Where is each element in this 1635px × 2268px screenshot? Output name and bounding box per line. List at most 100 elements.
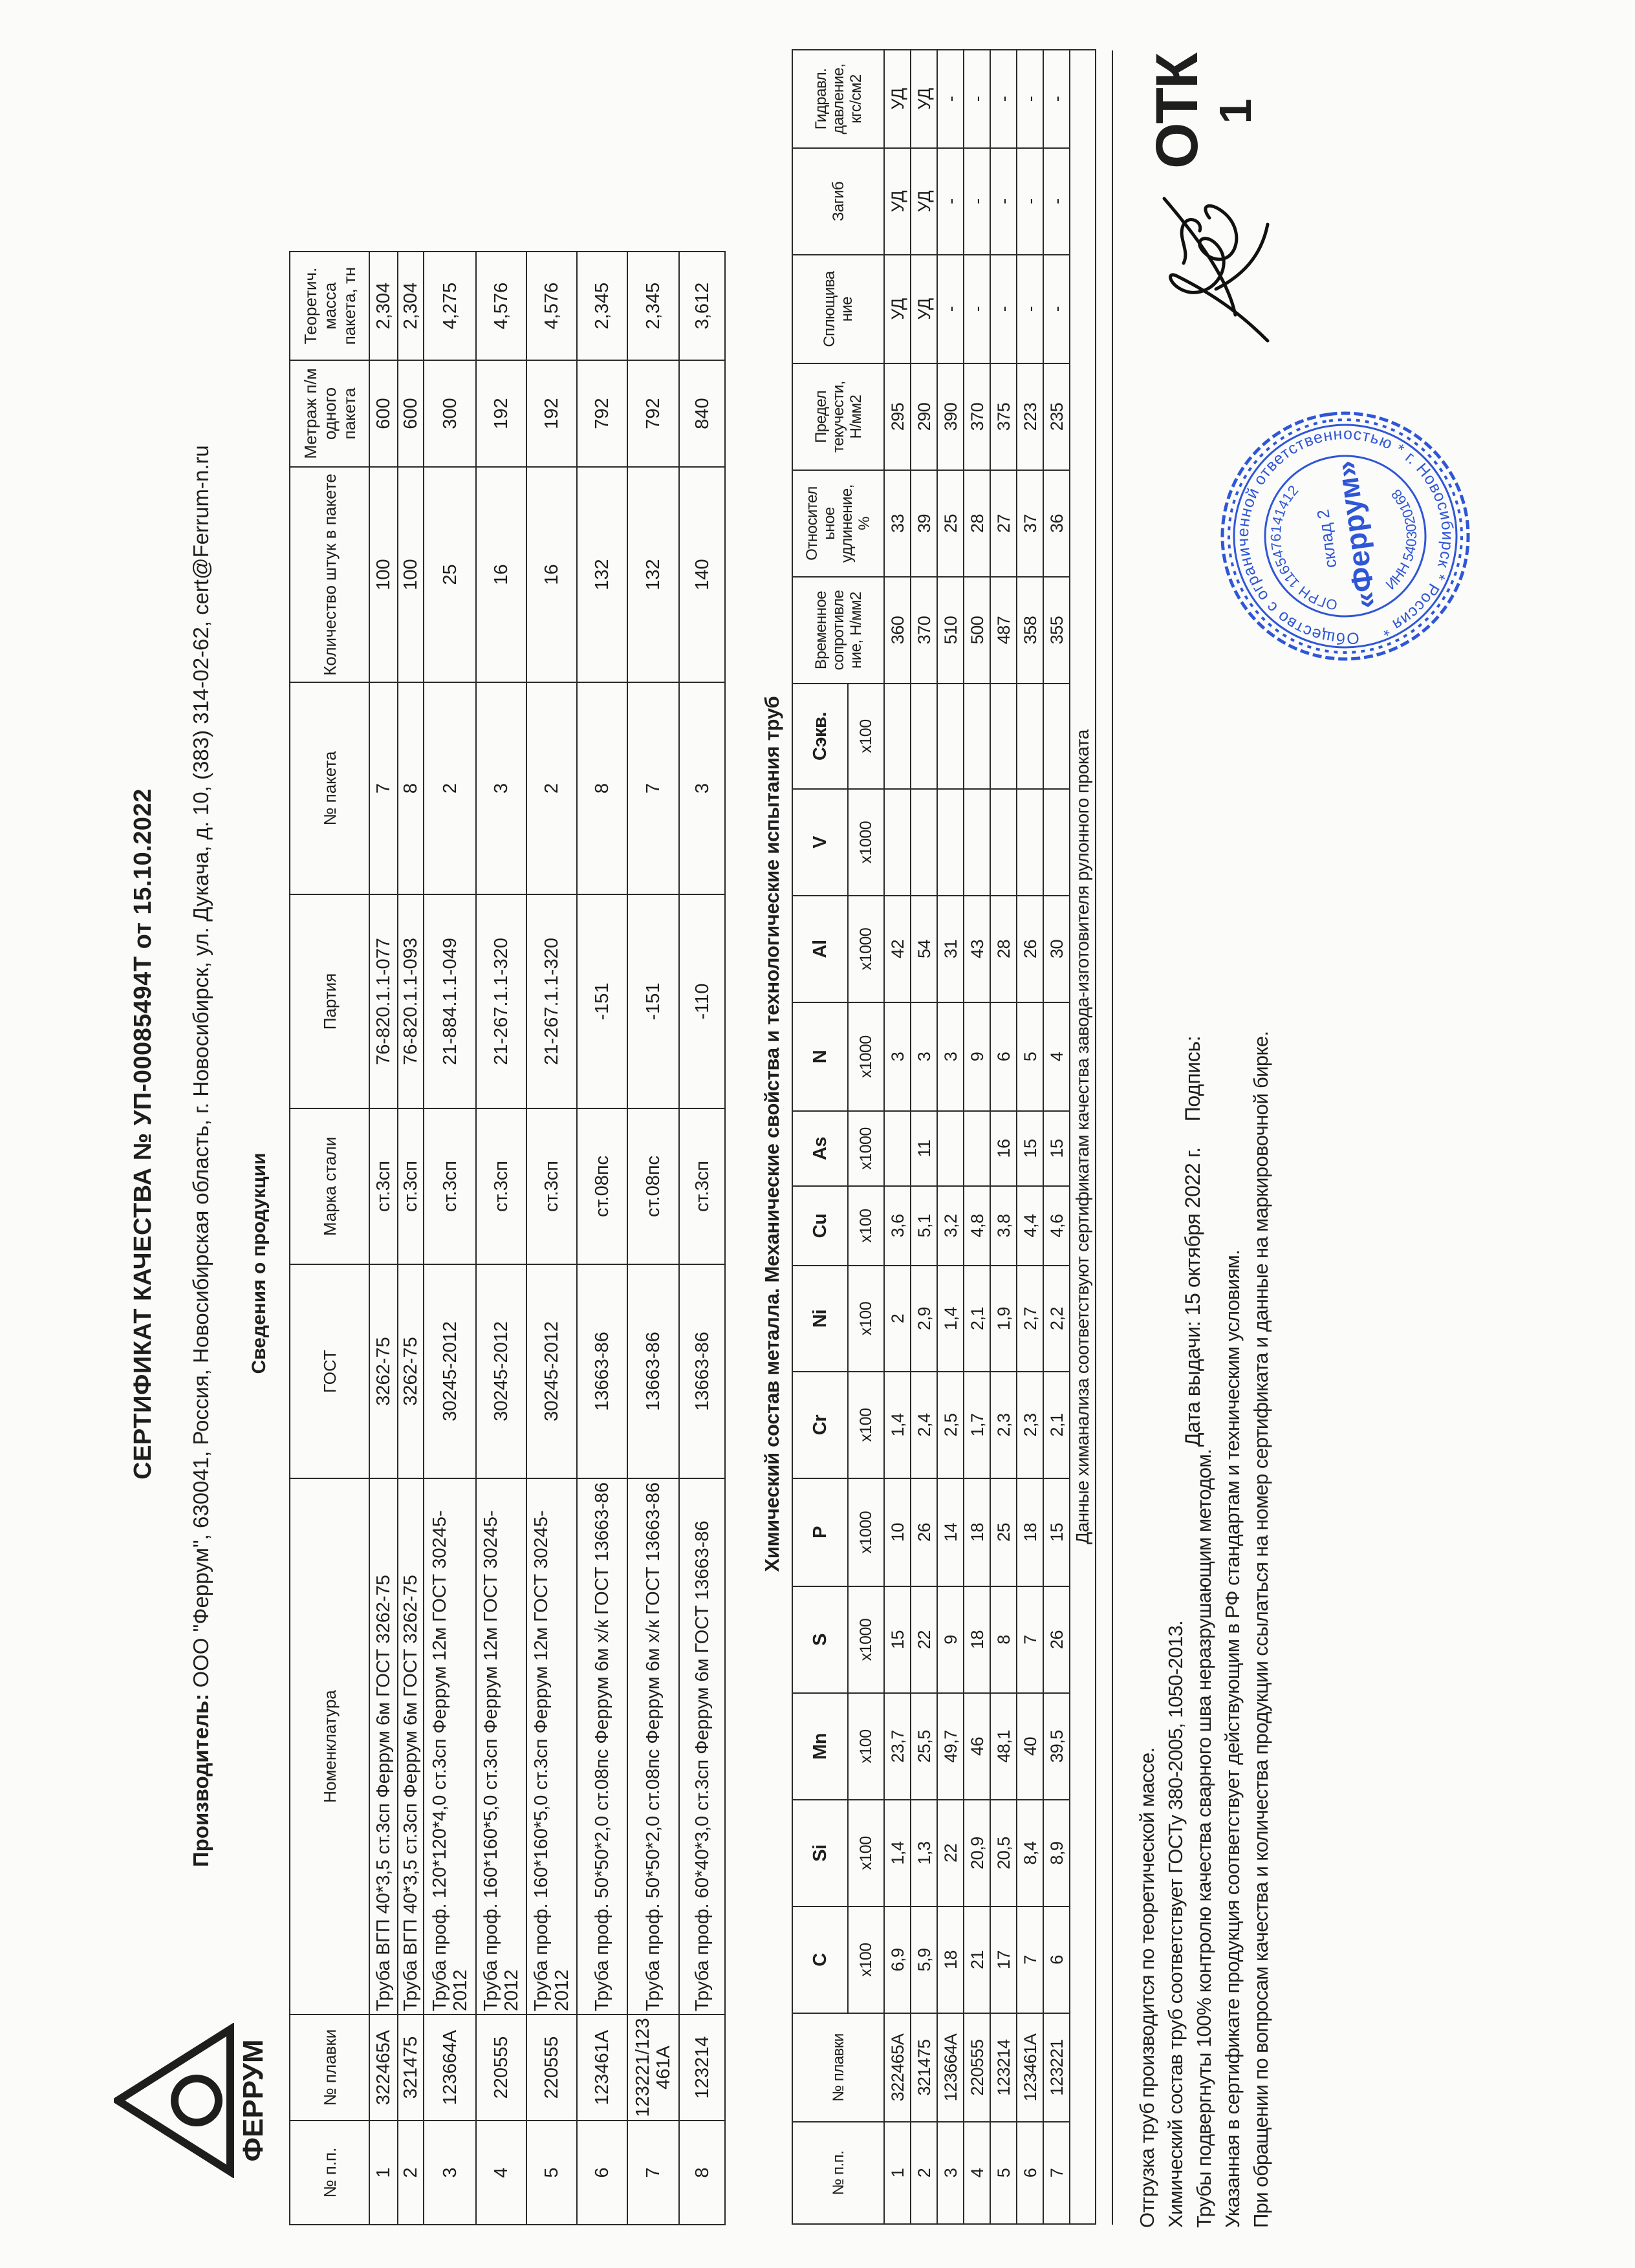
table-cell: ст.3сп [679, 1108, 725, 1264]
table-cell: 26 [1017, 896, 1043, 1002]
table-cell: 390 [937, 363, 964, 470]
table-cell: - [990, 50, 1017, 148]
element-header: P [792, 1478, 848, 1586]
table-cell: 6 [1017, 2122, 1043, 2224]
table-cell: 49,7 [937, 1693, 964, 1800]
stamp-name: «Феррум» [1328, 459, 1383, 611]
table-cell: 3 [424, 2121, 476, 2225]
table-cell: 2,2 [1043, 1266, 1070, 1372]
table-cell: 13663-86 [679, 1264, 725, 1478]
table-row: 4 220555 Труба проф. 160*160*5,0 ст.3сп Фе… [476, 252, 526, 2225]
table-cell: 792 [627, 360, 679, 467]
table-cell: 510 [937, 577, 964, 684]
column-header: ГОСТ [290, 1264, 369, 1478]
column-header: Предел текучести, Н/мм2 [792, 363, 884, 470]
element-header: S [792, 1586, 848, 1693]
table-cell: 123214 [679, 2014, 725, 2121]
table-cell: 8 [577, 682, 627, 894]
table-row: 2 321475 5,9 1,3 25,5 22 26 2,4 2,9 5,1 11 3 54 370 39… [911, 50, 937, 2224]
table-cell: 2 [398, 2121, 424, 2225]
table-cell: 8 [398, 682, 424, 894]
table-cell [884, 1111, 911, 1186]
table-cell: 3 [911, 1002, 937, 1111]
table-cell: 48,1 [990, 1693, 1017, 1800]
table-row: 5 220555 Труба проф. 160*160*5,0 ст.3сп Фе… [526, 252, 577, 2225]
table-cell: 40 [1017, 1693, 1043, 1800]
table-cell: 2,304 [398, 252, 424, 360]
table-cell: 23,7 [884, 1693, 911, 1800]
table-cell: 487 [990, 577, 1017, 684]
table-cell: 2,3 [1017, 1372, 1043, 1478]
table-cell: 26 [911, 1478, 937, 1586]
unit-header: x100 [848, 1906, 884, 2013]
table-cell: 840 [679, 360, 725, 467]
table-cell: УД [884, 50, 911, 148]
table-cell: - [990, 148, 1017, 255]
unit-header: x1000 [848, 1111, 884, 1186]
element-header: Cu [792, 1186, 848, 1266]
table-cell: 33 [884, 470, 911, 577]
products-table: № п.п. № плавки Номенклатура ГОСТ Марка стал… [289, 251, 726, 2225]
table-cell: 22 [937, 1800, 964, 1906]
table-cell: Труба проф. 160*160*5,0 ст.3сп Феррум 12… [476, 1478, 526, 2014]
table-cell: 9 [937, 1586, 964, 1693]
table-cell: 6 [990, 1002, 1017, 1111]
column-header: Временное сопротивле ние, Н/мм2 [792, 577, 884, 684]
unit-header: x100 [848, 1693, 884, 1800]
table-cell: - [937, 148, 964, 255]
table-cell: 300 [424, 360, 476, 467]
table-cell: 370 [911, 577, 937, 684]
table-cell: 16 [990, 1111, 1017, 1186]
table-cell: 25 [937, 470, 964, 577]
table-cell: 13663-86 [627, 1264, 679, 1478]
note-line: При обращении по вопросам качества и кол… [1250, 1031, 1272, 2228]
column-header: № плавки [792, 2013, 884, 2122]
table-cell: 4,576 [476, 252, 526, 360]
table-cell [937, 789, 964, 896]
table-cell: 18 [964, 1586, 990, 1693]
table-cell [911, 684, 937, 789]
table-cell: 1,4 [937, 1266, 964, 1372]
table-cell: 15 [1017, 1111, 1043, 1186]
element-header: Cr [792, 1372, 848, 1478]
table-cell: 1,4 [884, 1800, 911, 1906]
table-cell: 7 [1043, 2122, 1070, 2224]
table-row: 6 123461A Труба проф. 50*50*2,0 ст.08пс Фе… [577, 252, 627, 2225]
table-cell: ст.3сп [526, 1108, 577, 1264]
table-cell: 3,2 [937, 1186, 964, 1266]
table-cell: 321475 [911, 2013, 937, 2122]
table-cell: 123664A [424, 2014, 476, 2121]
table-cell: 7 [1017, 1586, 1043, 1693]
table-cell: - [1043, 255, 1070, 363]
table-cell: 2,7 [1017, 1266, 1043, 1372]
company-stamp: Общество с ограниченной ответственностью… [1199, 390, 1491, 682]
element-header: C [792, 1906, 848, 2013]
table-cell: ст.08пс [577, 1108, 627, 1264]
table-cell: 4 [476, 2121, 526, 2225]
table-cell: 370 [964, 363, 990, 470]
table-cell [964, 1111, 990, 1186]
table-cell [1017, 684, 1043, 789]
table-cell: 600 [369, 360, 398, 467]
table-cell [937, 684, 964, 789]
table-cell: 7 [627, 2121, 679, 2225]
table-cell [937, 1111, 964, 1186]
table-cell: - [964, 50, 990, 148]
table-cell: 16 [526, 467, 577, 682]
table-cell [964, 684, 990, 789]
unit-header: x1000 [848, 1586, 884, 1693]
table-cell: 43 [964, 896, 990, 1002]
table-cell: 2,5 [937, 1372, 964, 1478]
table-cell: 7 [369, 682, 398, 894]
table-cell: 10 [884, 1478, 911, 1586]
table-cell: 2,345 [627, 252, 679, 360]
table-cell: 4,6 [1043, 1186, 1070, 1266]
column-header: Относител ьное удлинение, % [792, 470, 884, 577]
table-cell: 18 [937, 1906, 964, 2013]
table-cell: 13663-86 [577, 1264, 627, 1478]
table-cell: 132 [577, 467, 627, 682]
table-cell: 21-884.1.1-049 [424, 894, 476, 1108]
table-cell: 375 [990, 363, 1017, 470]
column-header: № пакета [290, 682, 369, 894]
table-cell: ст.08пс [627, 1108, 679, 1264]
